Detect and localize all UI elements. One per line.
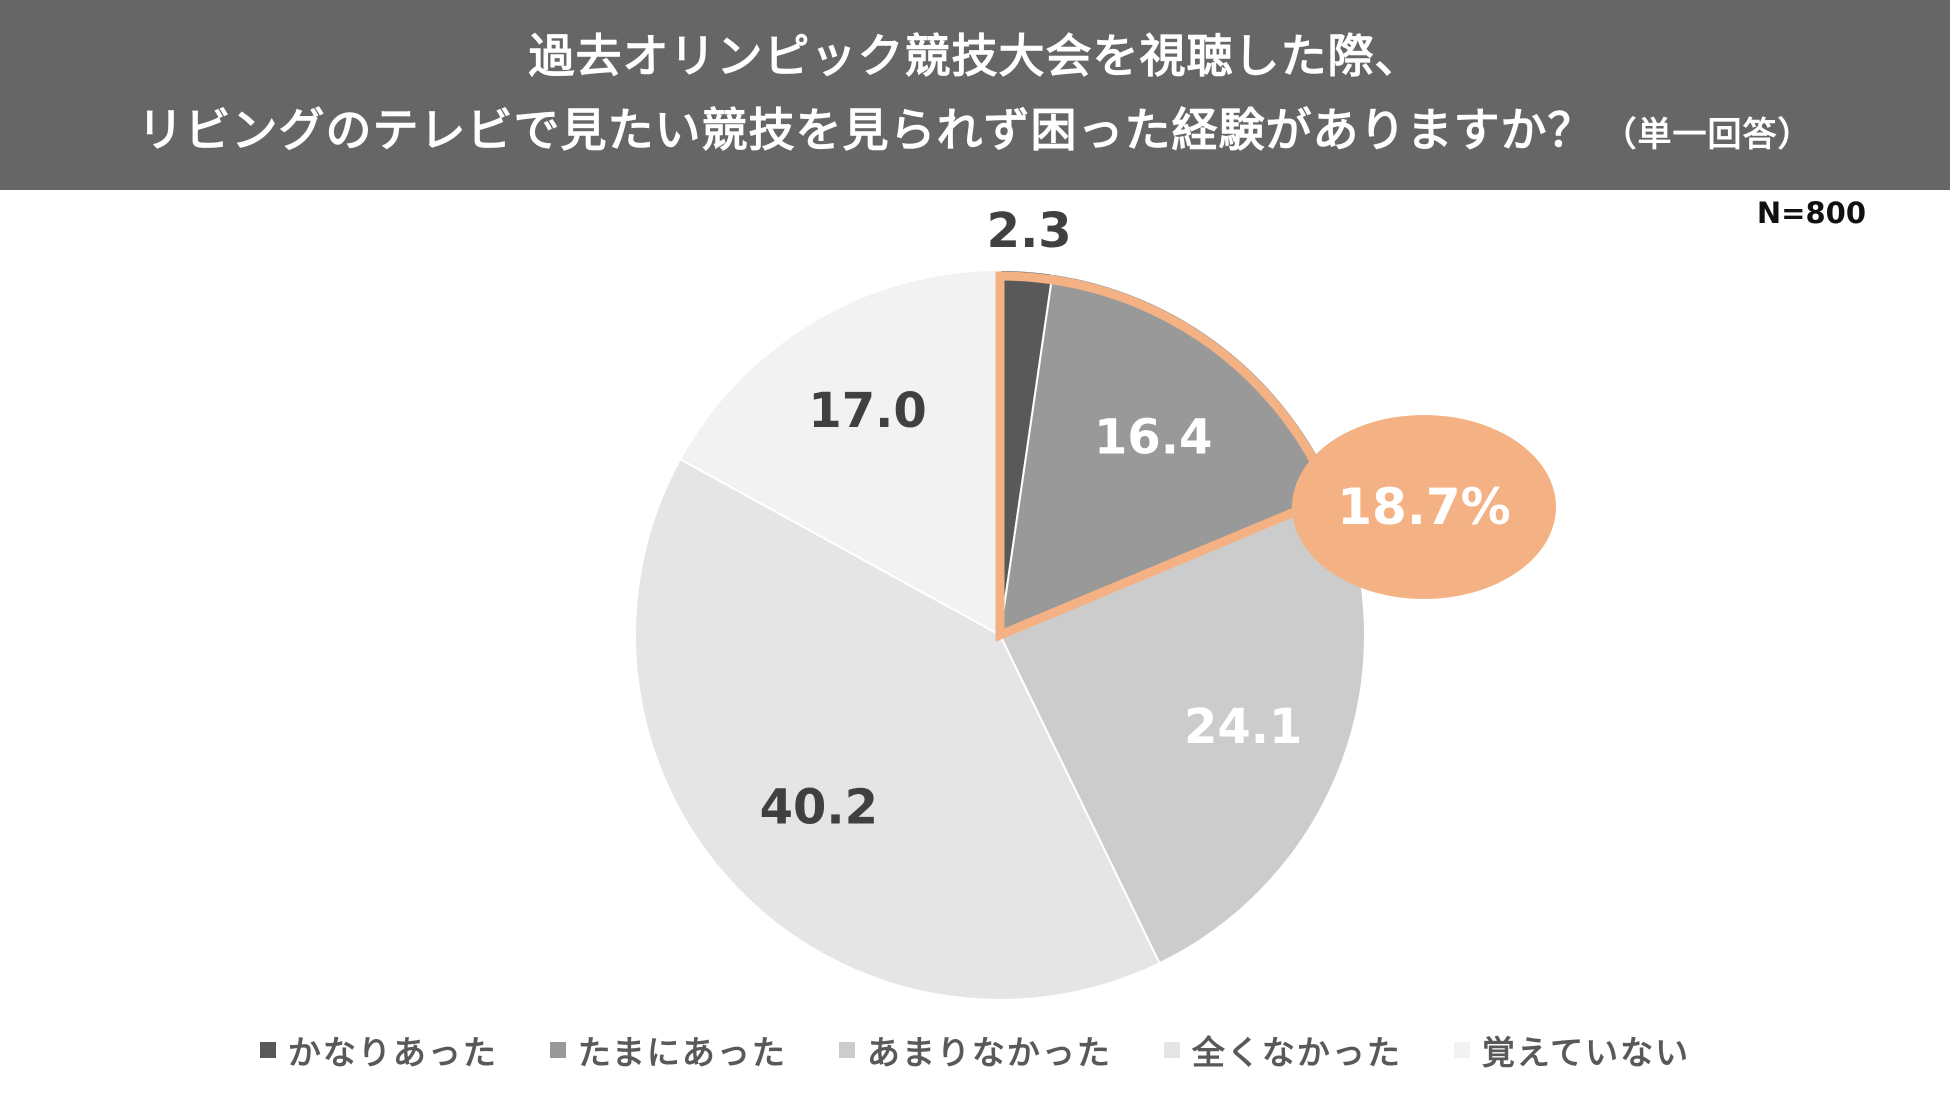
- sample-size-label: N=800: [1756, 196, 1866, 230]
- slice-3-value-label: 24.1: [1184, 699, 1302, 755]
- chart-header: 過去オリンピック競技大会を視聴した際、 リビングのテレビで見たい競技を見られず困…: [0, 0, 1950, 190]
- legend-label-1: かなりあった: [287, 1033, 498, 1072]
- chart-title-line-1: 過去オリンピック競技大会を視聴した際、: [528, 28, 1422, 83]
- highlight-total-label: 18.7%: [1337, 478, 1510, 536]
- highlight-callout-bubble: [1292, 415, 1556, 599]
- chart-title-line-2: リビングのテレビで見たい競技を見られず困った経験がありますか？ （単一回答）: [138, 93, 1813, 172]
- chart-legend: かなりあった たまにあった あまりなかった 全くなかった 覚えていない: [0, 1025, 1950, 1075]
- slice-1-value-label: 2.3: [987, 203, 1072, 259]
- slice-4-value-label: 40.2: [760, 779, 878, 835]
- legend-item-1: かなりあった: [259, 1026, 498, 1074]
- chart-title-line-2-text: リビングのテレビで見たい競技を見られず困った経験がありますか？: [137, 102, 1595, 157]
- legend-label-4: 全くなかった: [1191, 1033, 1402, 1072]
- slice-2-value-label: 16.4: [1094, 410, 1212, 466]
- legend-item-4: 全くなかった: [1163, 1026, 1402, 1074]
- answer-type-note: （単一回答）: [1602, 114, 1813, 155]
- highlight-outline: [995, 271, 1338, 642]
- legend-item-3: あまりなかった: [838, 1026, 1112, 1074]
- slice-4-wedge: [634, 457, 1161, 1001]
- legend-label-2: たまにあった: [577, 1033, 787, 1072]
- legend-swatch-2: [549, 1042, 566, 1058]
- slice-5-wedge: [678, 268, 1001, 637]
- legend-item-2: たまにあった: [549, 1026, 787, 1074]
- legend-swatch-5: [1453, 1042, 1470, 1058]
- legend-swatch-4: [1163, 1042, 1180, 1058]
- legend-swatch-1: [259, 1042, 276, 1058]
- legend-label-5: 覚えていない: [1481, 1033, 1691, 1072]
- legend-label-3: あまりなかった: [866, 1033, 1112, 1072]
- legend-swatch-3: [838, 1042, 855, 1058]
- slice-5-value-label: 17.0: [808, 383, 926, 439]
- legend-item-5: 覚えていない: [1453, 1026, 1691, 1074]
